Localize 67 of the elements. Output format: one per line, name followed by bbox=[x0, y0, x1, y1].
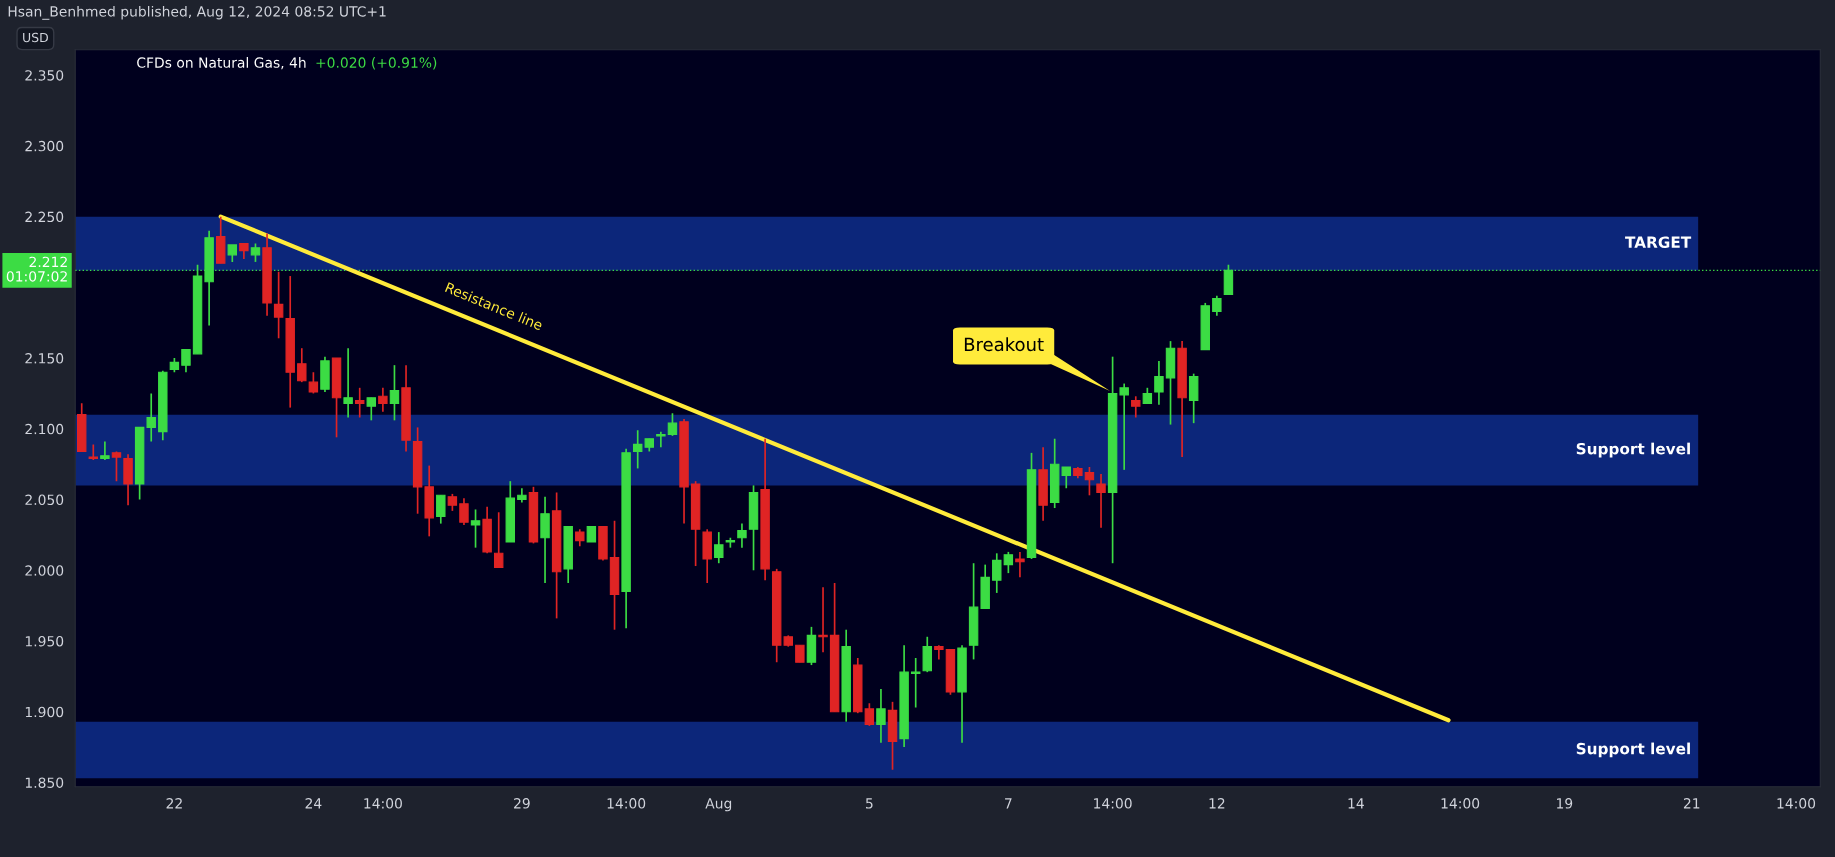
candlestick bbox=[1003, 551, 1014, 574]
x-tick-label: 14:00 bbox=[1441, 798, 1480, 809]
candlestick bbox=[714, 531, 724, 565]
candlestick bbox=[111, 450, 122, 483]
candlestick bbox=[1015, 551, 1025, 579]
ref-line-label: 2.212 01:07:02 bbox=[6, 256, 67, 282]
band-label: Support level bbox=[1576, 742, 1690, 758]
x-tick-label: 14:00 bbox=[607, 798, 646, 809]
x-tick-label: 21 bbox=[1683, 798, 1700, 809]
y-tick-label: 1.850 bbox=[25, 777, 64, 788]
candlestick bbox=[100, 440, 110, 461]
candlestick bbox=[273, 270, 284, 340]
candlestick bbox=[389, 364, 400, 422]
y-tick-label: 2.250 bbox=[25, 211, 64, 223]
y-tick-label: 2.300 bbox=[25, 140, 64, 152]
y-tick-label: 2.350 bbox=[25, 70, 64, 81]
y-tick-label: 2.150 bbox=[25, 353, 64, 364]
x-tick-label: 24 bbox=[305, 798, 322, 809]
candlestick bbox=[343, 347, 353, 419]
candlestick bbox=[1119, 382, 1129, 471]
x-tick-label: 14:00 bbox=[1094, 798, 1132, 809]
chart-subtitle: +0.020 (+0.91%) bbox=[316, 57, 437, 70]
candlestick bbox=[1131, 395, 1141, 419]
x-tick-label: 14:00 bbox=[1777, 798, 1816, 809]
x-tick-label: 12 bbox=[1209, 798, 1225, 809]
candlestick bbox=[1212, 295, 1222, 317]
candlestick bbox=[667, 412, 678, 437]
y-tick-label: 1.900 bbox=[25, 706, 64, 718]
candlestick bbox=[910, 657, 921, 709]
chart-title: CFDs on Natural Gas, 4h bbox=[137, 57, 306, 70]
candlestick bbox=[88, 443, 99, 461]
annotation: Breakout bbox=[964, 337, 1044, 352]
candlestick bbox=[181, 348, 191, 374]
x-tick-label: 19 bbox=[1557, 798, 1573, 809]
candlestick bbox=[992, 552, 1002, 594]
text: Hsan_Benhmed published, Aug 12, 2024 08:52 UTC+1 bbox=[8, 5, 386, 20]
candlestick bbox=[354, 386, 365, 419]
candlestick bbox=[250, 242, 261, 263]
x-tick-label: 22 bbox=[166, 798, 182, 809]
candlestick bbox=[459, 497, 469, 526]
candlestick bbox=[864, 702, 875, 727]
candlestick bbox=[1096, 473, 1106, 529]
candlestick bbox=[876, 688, 886, 744]
candlestick bbox=[737, 522, 747, 549]
candlestick bbox=[297, 347, 307, 383]
candlestick bbox=[1154, 360, 1164, 406]
x-tick-label: 5 bbox=[866, 798, 873, 809]
y-tick-label: 2.100 bbox=[25, 423, 64, 435]
x-tick-label: 14 bbox=[1348, 798, 1364, 809]
candlestick bbox=[436, 494, 446, 525]
candlestick bbox=[378, 386, 388, 413]
x-tick-label: 29 bbox=[514, 798, 530, 809]
candlestick bbox=[656, 430, 666, 449]
candlestick bbox=[493, 511, 504, 569]
x-tick-label: 14:00 bbox=[364, 798, 402, 809]
y-tick-label: 1.950 bbox=[25, 635, 64, 647]
candlestick bbox=[146, 392, 156, 443]
x-tick-label: Aug bbox=[705, 798, 732, 812]
candlestick bbox=[470, 508, 481, 549]
y-tick-label: 2.050 bbox=[25, 494, 64, 506]
y-tick-label: 2.000 bbox=[25, 565, 64, 576]
band-label: Support level bbox=[1576, 442, 1690, 458]
text: USD bbox=[23, 32, 48, 43]
candlestick bbox=[1084, 466, 1095, 497]
candlestick bbox=[366, 396, 377, 422]
x-tick-label: 7 bbox=[1005, 798, 1012, 809]
band-label: TARGET bbox=[1625, 236, 1692, 248]
